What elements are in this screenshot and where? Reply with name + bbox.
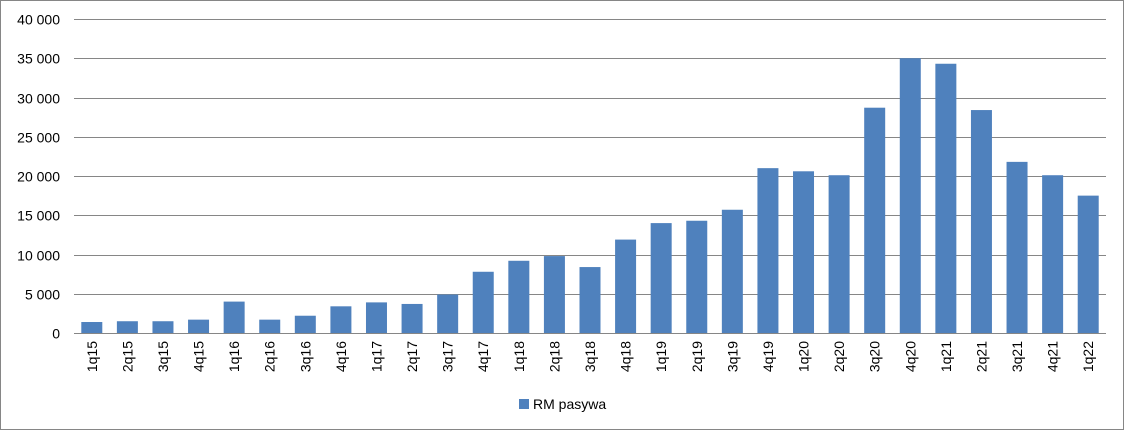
bar-2q18 <box>543 256 565 333</box>
y-tick-label: 20 000 <box>17 169 60 185</box>
bar-4q17 <box>472 271 494 333</box>
bar-3q21 <box>1006 161 1028 333</box>
y-tick-label: 30 000 <box>17 91 60 107</box>
bar-4q20 <box>899 58 921 333</box>
x-tick-label: 3q15 <box>155 341 171 372</box>
x-tick-label: 1q20 <box>796 341 812 372</box>
x-tick-label: 3q21 <box>1009 341 1025 372</box>
x-tick-label: 3q16 <box>297 341 313 372</box>
bar-1q18 <box>508 260 530 333</box>
x-tick-label: 1q16 <box>226 341 242 372</box>
x-tick-label: 2q21 <box>973 341 989 372</box>
x-tick-label: 4q15 <box>191 341 207 372</box>
legend-label: RM pasywa <box>533 396 606 412</box>
bar-3q15 <box>152 321 174 333</box>
x-tick-label: 1q21 <box>938 341 954 372</box>
bar-2q15 <box>116 321 138 333</box>
bar-4q21 <box>1042 175 1064 333</box>
x-tick-label: 4q21 <box>1045 341 1061 372</box>
x-tick-label: 3q17 <box>440 341 456 372</box>
y-axis-tick-labels: 0 5 000 10 000 15 000 20 000 25 000 30 000 35 0… <box>17 12 60 342</box>
bar-2q20 <box>828 175 850 333</box>
bar-3q18 <box>579 267 601 333</box>
y-tick-label: 5 000 <box>25 287 60 303</box>
bar-3q19 <box>721 209 743 333</box>
bar-1q22 <box>1077 195 1099 334</box>
x-tick-label: 2q17 <box>404 341 420 372</box>
y-tick-label: 40 000 <box>17 12 60 28</box>
x-tick-label: 3q19 <box>724 341 740 372</box>
x-tick-label: 1q17 <box>368 341 384 372</box>
y-tick-label: 35 000 <box>17 51 60 67</box>
bar-3q17 <box>437 294 459 333</box>
x-tick-label: 1q15 <box>84 341 100 372</box>
x-tick-label: 2q20 <box>831 341 847 372</box>
bar-2q17 <box>401 303 423 333</box>
legend-swatch <box>519 399 529 409</box>
y-tick-label: 0 <box>52 326 60 342</box>
bar-1q16 <box>223 301 245 333</box>
bar-1q19 <box>650 223 672 333</box>
y-tick-label: 10 000 <box>17 248 60 264</box>
bar-4q18 <box>615 239 637 333</box>
x-tick-label: 3q20 <box>867 341 883 372</box>
bar-1q15 <box>81 322 103 333</box>
x-tick-label: 2q16 <box>262 341 278 372</box>
bar-2q16 <box>259 319 281 333</box>
bar-1q17 <box>365 302 387 333</box>
x-tick-label: 1q18 <box>511 341 527 372</box>
bar-4q16 <box>330 306 352 333</box>
bar-4q19 <box>757 168 779 333</box>
x-tick-label: 4q20 <box>902 341 918 372</box>
y-tick-label: 25 000 <box>17 130 60 146</box>
bar-3q16 <box>294 315 316 333</box>
bar-2q19 <box>686 220 708 333</box>
y-tick-label: 15 000 <box>17 208 60 224</box>
legend: RM pasywa <box>519 396 606 412</box>
x-axis-tick-labels: 1q15 2q15 3q15 4q15 1q16 2q16 3q16 4q16 1q17 2q17… <box>84 341 1096 372</box>
x-tick-label: 3q18 <box>582 341 598 372</box>
x-tick-label: 2q18 <box>546 341 562 372</box>
bar-3q20 <box>864 107 886 333</box>
gridlines <box>74 19 1106 334</box>
bar-1q21 <box>935 63 957 333</box>
bar-2q21 <box>970 110 992 333</box>
x-tick-label: 2q19 <box>689 341 705 372</box>
x-tick-label: 2q15 <box>119 341 135 372</box>
bar-1q20 <box>793 171 815 333</box>
bar-4q15 <box>188 319 210 333</box>
bars <box>81 58 1099 334</box>
x-tick-label: 4q18 <box>618 341 634 372</box>
x-tick-label: 1q22 <box>1080 341 1096 372</box>
x-tick-label: 1q19 <box>653 341 669 372</box>
x-tick-label: 4q17 <box>475 341 491 372</box>
x-tick-label: 4q19 <box>760 341 776 372</box>
x-tick-label: 4q16 <box>333 341 349 372</box>
